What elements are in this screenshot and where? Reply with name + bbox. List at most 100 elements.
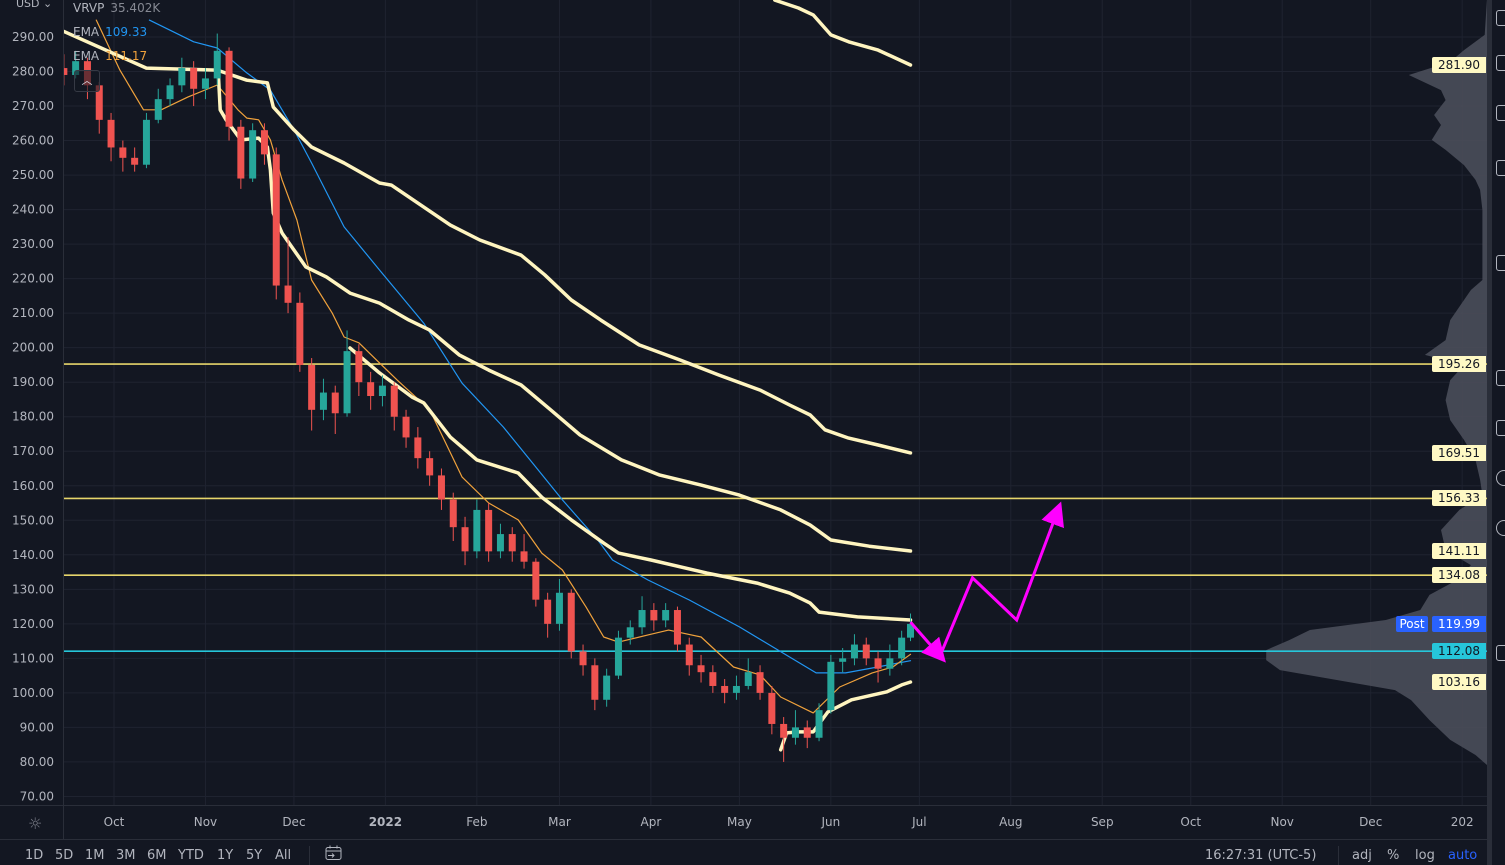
time-tick-label: Mar bbox=[548, 815, 571, 829]
collapse-legend-button[interactable]: ︿ bbox=[74, 70, 100, 92]
candle-body bbox=[650, 610, 658, 621]
candle bbox=[732, 675, 740, 700]
candle bbox=[142, 112, 150, 169]
candle-body bbox=[249, 130, 257, 179]
candle-body bbox=[119, 147, 127, 158]
candle-body bbox=[166, 85, 174, 100]
price-tick-label: 130.00 bbox=[12, 582, 54, 596]
candle-body bbox=[296, 302, 304, 365]
price-tick-label: 120.00 bbox=[12, 617, 54, 631]
price-tick-label: 270.00 bbox=[12, 99, 54, 113]
candle-body bbox=[638, 610, 646, 628]
candle-body bbox=[839, 658, 847, 662]
streams-icon[interactable] bbox=[1496, 470, 1505, 486]
candle-body bbox=[496, 534, 504, 552]
candle bbox=[532, 558, 540, 607]
candle-body bbox=[815, 710, 823, 738]
ema-line bbox=[148, 19, 912, 674]
price-axis[interactable]: 290.00 280.00 270.00 260.00 250.00 240.00 230.… bbox=[12, 30, 54, 803]
range-5d[interactable]: 5D bbox=[55, 848, 74, 863]
candle bbox=[567, 589, 575, 659]
help-icon[interactable] bbox=[1496, 520, 1505, 536]
settings-icon[interactable]: ☼ bbox=[28, 814, 43, 833]
price-chart[interactable]: 290.00 280.00 270.00 260.00 250.00 240.00 230.… bbox=[0, 0, 1505, 805]
range-all[interactable]: All bbox=[275, 848, 292, 863]
range-1m[interactable]: 1M bbox=[85, 848, 105, 863]
candle bbox=[626, 620, 634, 645]
legend-vrvp[interactable]: VRVP 35.402K bbox=[73, 1, 160, 15]
price-tick-label: 160.00 bbox=[12, 479, 54, 493]
band-line bbox=[348, 346, 913, 622]
candle-body bbox=[544, 599, 552, 624]
ideas-icon[interactable] bbox=[1496, 370, 1505, 386]
legend-name: EMA bbox=[73, 49, 100, 63]
range-5y[interactable]: 5Y bbox=[246, 848, 263, 863]
calendar-icon[interactable] bbox=[1496, 255, 1505, 271]
currency-selector[interactable]: USD ⌄ bbox=[16, 0, 53, 10]
legend-value: 111.17 bbox=[105, 49, 148, 63]
candle-body bbox=[260, 130, 268, 155]
candle bbox=[402, 409, 410, 448]
candle-body bbox=[827, 661, 835, 711]
data-window-icon[interactable] bbox=[1496, 105, 1505, 121]
adj-toggle[interactable]: adj bbox=[1352, 848, 1372, 863]
candle-body bbox=[319, 392, 327, 410]
candle bbox=[367, 371, 375, 410]
time-tick-label: Dec bbox=[1359, 815, 1383, 829]
auto-toggle[interactable]: auto bbox=[1448, 848, 1478, 863]
candle bbox=[190, 61, 198, 107]
clock[interactable]: 16:27:31 (UTC-5) bbox=[1205, 848, 1317, 863]
candle-body bbox=[579, 651, 587, 666]
price-tick-label: 150.00 bbox=[12, 513, 54, 527]
session-badge: Post bbox=[1396, 615, 1428, 632]
legend-ema-blue[interactable]: EMA 109.33 bbox=[73, 25, 147, 39]
range-1d[interactable]: 1D bbox=[25, 848, 44, 863]
range-3m[interactable]: 3M bbox=[116, 848, 136, 863]
price-label: 119.99 bbox=[1432, 615, 1486, 632]
candle bbox=[721, 679, 729, 704]
candle bbox=[756, 665, 764, 700]
candle bbox=[414, 427, 422, 469]
candle-body bbox=[791, 727, 799, 738]
candle-body bbox=[308, 364, 316, 410]
range-ytd[interactable]: YTD bbox=[178, 848, 204, 863]
right-toolbar bbox=[1492, 0, 1505, 865]
go-to-date-icon[interactable] bbox=[325, 845, 343, 865]
percent-toggle[interactable]: % bbox=[1387, 848, 1400, 863]
candle-body bbox=[744, 672, 752, 686]
time-axis[interactable]: ☼ Oct Nov Dec 2022 Feb Mar Apr May Jun Jul Aug Sep O… bbox=[0, 805, 1487, 840]
price-tick-label: 260.00 bbox=[12, 134, 54, 148]
candle bbox=[544, 592, 552, 638]
price-tick-label: 180.00 bbox=[12, 410, 54, 424]
candle bbox=[744, 658, 752, 690]
candle bbox=[119, 140, 127, 172]
legend-ema-orange[interactable]: EMA 111.17 bbox=[73, 49, 147, 63]
panel-divider[interactable] bbox=[1487, 0, 1492, 865]
candle bbox=[815, 703, 823, 742]
price-label: 195.26 bbox=[1432, 356, 1486, 373]
watchlist-icon[interactable] bbox=[1496, 10, 1505, 26]
projection-drawing[interactable] bbox=[909, 501, 1064, 663]
log-toggle[interactable]: log bbox=[1415, 848, 1435, 863]
candle bbox=[603, 668, 611, 707]
range-1y[interactable]: 1Y bbox=[217, 848, 234, 863]
candle-body bbox=[402, 416, 410, 438]
range-6m[interactable]: 6M bbox=[147, 848, 167, 863]
chat-icon[interactable] bbox=[1496, 420, 1505, 436]
candle-body bbox=[237, 126, 245, 179]
separator bbox=[1338, 846, 1339, 865]
candle-body bbox=[732, 685, 740, 693]
price-tick-label: 280.00 bbox=[12, 65, 54, 79]
candle bbox=[343, 330, 351, 417]
notifications-icon[interactable] bbox=[1496, 645, 1505, 661]
price-tick-label: 290.00 bbox=[12, 30, 54, 44]
candle bbox=[260, 123, 268, 165]
candle-body bbox=[603, 675, 611, 700]
alerts-icon[interactable] bbox=[1496, 55, 1505, 71]
candle bbox=[803, 720, 811, 749]
candle-body bbox=[426, 458, 434, 476]
band-line bbox=[64, 29, 913, 455]
hotlist-icon[interactable] bbox=[1496, 160, 1505, 176]
legend-name: EMA bbox=[73, 25, 100, 39]
candle bbox=[614, 630, 622, 680]
